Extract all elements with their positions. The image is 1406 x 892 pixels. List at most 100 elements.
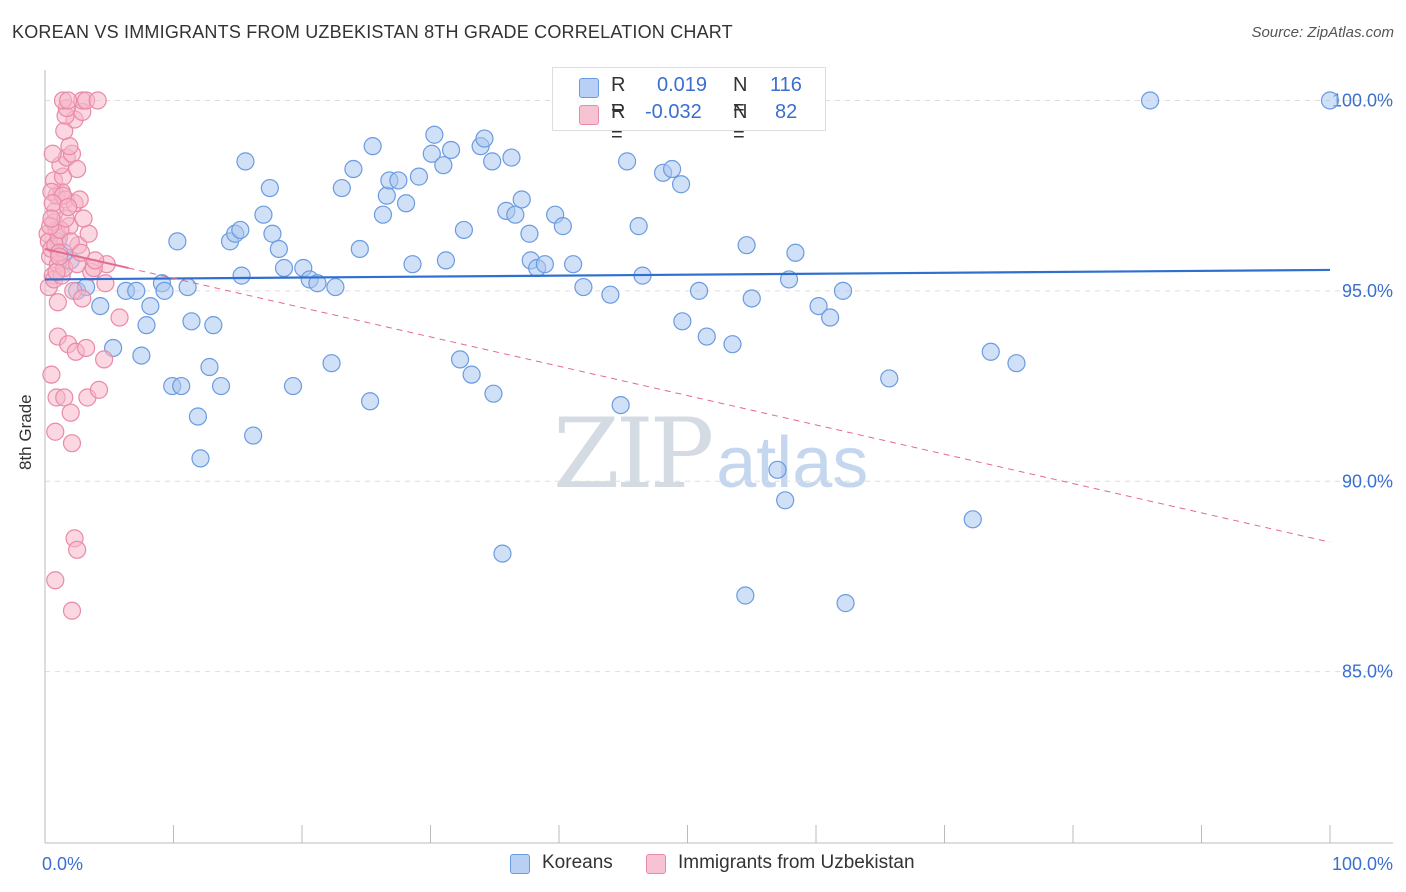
uzbekistan-point[interactable] xyxy=(55,388,74,407)
korean-point[interactable] xyxy=(141,296,160,316)
korean-point[interactable] xyxy=(836,594,855,613)
korean-point[interactable] xyxy=(723,335,742,354)
korean-point[interactable] xyxy=(535,255,554,274)
uzbekistan-point[interactable] xyxy=(59,91,78,110)
korean-point[interactable] xyxy=(611,395,630,415)
korean-point[interactable] xyxy=(236,152,255,171)
korean-point[interactable] xyxy=(269,239,288,259)
korean-point[interactable] xyxy=(361,392,380,411)
korean-point[interactable] xyxy=(768,460,787,479)
korean-point[interactable] xyxy=(132,346,151,365)
uzbekistan-point[interactable] xyxy=(43,144,62,163)
uzbekistan-point[interactable] xyxy=(62,601,82,620)
korean-point[interactable] xyxy=(553,217,572,236)
uzbekistan-point[interactable] xyxy=(60,137,79,156)
korean-point[interactable] xyxy=(475,129,494,148)
uzbekistan-point[interactable] xyxy=(110,308,129,327)
korean-point[interactable] xyxy=(512,190,531,209)
korean-point[interactable] xyxy=(396,194,416,213)
korean-point[interactable] xyxy=(182,312,201,331)
uzbekistan-point[interactable] xyxy=(96,274,115,293)
korean-point[interactable] xyxy=(742,289,761,308)
korean-point[interactable] xyxy=(454,220,474,240)
korean-point[interactable] xyxy=(127,281,146,300)
korean-point[interactable] xyxy=(618,152,637,171)
korean-point[interactable] xyxy=(363,137,382,156)
korean-point[interactable] xyxy=(274,258,294,278)
korean-point[interactable] xyxy=(736,586,755,605)
korean-point[interactable] xyxy=(1140,91,1160,110)
korean-point[interactable] xyxy=(409,167,429,186)
korean-point[interactable] xyxy=(91,296,110,316)
korean-point[interactable] xyxy=(403,255,422,274)
uzbekistan-point[interactable] xyxy=(46,571,65,590)
uzbekistan-point[interactable] xyxy=(43,194,62,213)
korean-point[interactable] xyxy=(506,205,525,224)
korean-point[interactable] xyxy=(260,178,279,198)
uzbekistan-point[interactable] xyxy=(89,380,109,399)
korean-point[interactable] xyxy=(204,316,223,335)
uzbekistan-point[interactable] xyxy=(62,434,82,453)
korean-point[interactable] xyxy=(601,285,620,304)
korean-point[interactable] xyxy=(434,156,453,175)
korean-point[interactable] xyxy=(662,159,682,179)
korean-point[interactable] xyxy=(155,281,174,300)
korean-point[interactable] xyxy=(450,350,470,369)
korean-point[interactable] xyxy=(786,243,805,262)
korean-point[interactable] xyxy=(809,296,828,316)
korean-point[interactable] xyxy=(168,232,187,251)
korean-point[interactable] xyxy=(244,426,263,445)
korean-point[interactable] xyxy=(332,178,351,198)
korean-point[interactable] xyxy=(673,312,692,331)
korean-point[interactable] xyxy=(484,384,503,403)
uzbekistan-point[interactable] xyxy=(42,365,61,384)
uzbekistan-point[interactable] xyxy=(48,293,67,312)
korean-point[interactable] xyxy=(232,266,251,285)
korean-point[interactable] xyxy=(344,159,363,179)
uzbekistan-point[interactable] xyxy=(47,262,66,281)
korean-point[interactable] xyxy=(981,342,1000,361)
korean-point[interactable] xyxy=(502,148,521,167)
korean-point[interactable] xyxy=(350,239,369,259)
korean-point[interactable] xyxy=(425,125,444,144)
korean-point[interactable] xyxy=(389,171,408,190)
korean-point[interactable] xyxy=(462,365,481,384)
korean-point[interactable] xyxy=(322,354,341,373)
korean-point[interactable] xyxy=(520,224,539,243)
uzbekistan-point[interactable] xyxy=(61,232,80,251)
korean-point[interactable] xyxy=(191,449,210,468)
korean-point[interactable] xyxy=(188,407,208,426)
korean-point[interactable] xyxy=(880,369,899,388)
korean-point[interactable] xyxy=(436,251,456,270)
uzbekistan-point[interactable] xyxy=(68,159,87,179)
korean-point[interactable] xyxy=(422,144,441,163)
korean-point[interactable] xyxy=(231,220,250,240)
korean-point[interactable] xyxy=(671,175,691,194)
korean-point[interactable] xyxy=(200,357,219,377)
korean-point[interactable] xyxy=(689,281,709,300)
korean-point[interactable] xyxy=(833,281,853,300)
korean-point[interactable] xyxy=(779,270,799,289)
korean-point[interactable] xyxy=(308,274,327,293)
korean-point[interactable] xyxy=(493,544,512,563)
korean-point[interactable] xyxy=(373,205,393,224)
korean-point[interactable] xyxy=(441,140,461,160)
korean-point[interactable] xyxy=(326,277,345,297)
uzbekistan-point[interactable] xyxy=(77,338,96,358)
korean-point[interactable] xyxy=(1007,354,1026,373)
uzbekistan-point[interactable] xyxy=(46,422,65,441)
uzbekistan-point[interactable] xyxy=(95,350,114,369)
uzbekistan-point[interactable] xyxy=(68,540,87,559)
uzbekistan-point[interactable] xyxy=(88,91,107,110)
korean-point[interactable] xyxy=(629,217,648,236)
source-label[interactable]: Source: ZipAtlas.com xyxy=(1251,24,1394,41)
uzbekistan-point[interactable] xyxy=(73,289,92,308)
korean-point[interactable] xyxy=(211,376,231,396)
korean-point[interactable] xyxy=(574,277,593,297)
uzbekistan-point[interactable] xyxy=(59,197,78,217)
uzbekistan-point[interactable] xyxy=(61,403,80,422)
korean-point[interactable] xyxy=(821,308,840,327)
uzbekistan-point[interactable] xyxy=(42,209,61,228)
korean-point[interactable] xyxy=(564,255,583,274)
korean-point[interactable] xyxy=(137,316,156,335)
